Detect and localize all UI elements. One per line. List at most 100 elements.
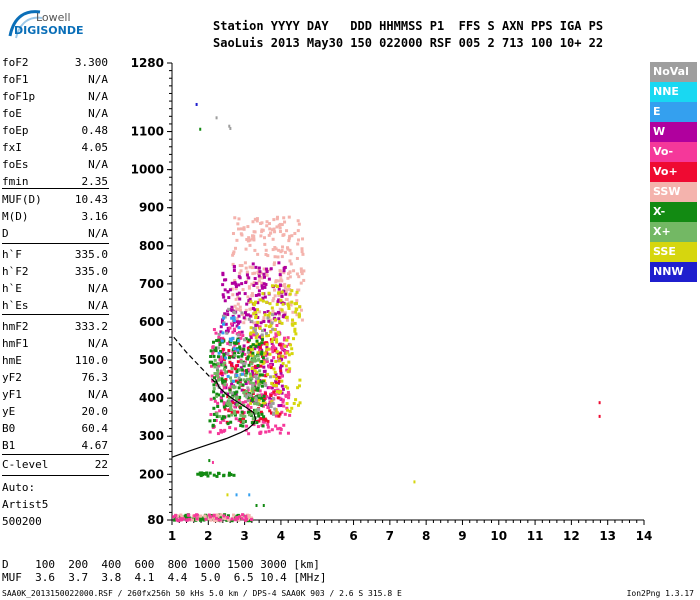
echo-point [270,306,274,310]
echo-point [220,320,224,324]
echo-point [247,363,251,367]
echo-point [191,516,195,520]
echo-point [235,324,239,328]
param-row: hmE 110.0 [2,354,108,370]
echo-point [234,287,238,291]
echo-point [253,321,257,325]
echo-point [262,417,266,421]
echo-point [211,345,215,349]
echo-point [296,229,300,233]
echo-point [246,386,250,390]
echo-point [274,382,278,386]
echo-point [243,419,247,423]
echo-point [202,518,206,522]
echo-point [238,345,242,349]
echo-point [282,404,286,408]
echo-point [280,223,284,227]
legend-item-nne: NNE [650,82,697,102]
echo-point [273,346,277,350]
echo-point [208,430,212,434]
echo-point [239,366,243,370]
echo-point [234,427,238,431]
echo-point [283,285,287,289]
echo-point [217,518,221,522]
echo-point [223,407,227,411]
y-tick-label: 1000 [131,163,164,177]
echo-point [232,316,236,320]
echo-point [212,362,216,366]
echo-point [213,399,217,403]
echo-point [209,364,213,368]
echo-point [265,357,269,361]
echo-point [223,315,227,319]
echo-point [598,401,601,405]
echo-point [254,380,258,384]
echo-point [271,299,275,303]
echo-point [295,256,299,260]
echo-point [222,352,226,356]
electron-density-profile [171,378,257,458]
legend-item-sse: SSE [650,242,697,262]
echo-point [233,352,237,356]
echo-point [283,351,287,355]
param-name: h`F2 [2,265,29,278]
echo-point [277,414,281,418]
echo-point [246,404,250,408]
echo-point [226,392,230,396]
echo-point [267,319,271,323]
echo-point [246,513,250,517]
echo-point [207,517,211,521]
echo-point [294,310,298,314]
echo-point [233,518,237,522]
echo-point [246,388,250,392]
echo-point [267,233,271,237]
echo-point [232,327,236,331]
echo-point [302,278,306,282]
echo-point [212,387,216,391]
x-tick-label: 12 [563,529,580,543]
echo-point [245,517,249,521]
echo-point [242,419,246,423]
echo-point [271,237,275,241]
echo-point [297,315,301,319]
echo-point [239,358,243,362]
echo-point [277,404,281,408]
echo-point [235,403,239,407]
echo-point [210,374,214,378]
echo-point [278,313,282,317]
echo-point [234,341,238,345]
echo-point [226,493,229,497]
param-name: foE [2,107,22,120]
echo-point [267,222,271,226]
echo-point [213,358,217,362]
topside-profile [173,336,217,384]
echo-point [242,321,246,325]
echo-point [254,314,258,318]
legend-item-x-plus: X+ [650,222,697,242]
echo-point [263,313,267,317]
echo-point [231,262,235,266]
echo-point [231,253,235,257]
echo-point [246,393,250,397]
echo-point [262,320,266,324]
echo-point [274,424,278,428]
echo-point [250,319,254,323]
echo-point [244,266,248,270]
echo-point [240,330,244,334]
echo-point [237,283,241,287]
echo-point [292,337,296,341]
echo-point [219,349,223,353]
echo-point [282,216,286,220]
echo-point [277,375,281,379]
echo-point [245,424,249,428]
legend-item-e: E [650,102,697,122]
echo-point [280,357,284,361]
echo-point [233,405,237,409]
echo-point [237,350,241,354]
echo-point [233,367,237,371]
echo-point [252,283,256,287]
echo-point [237,515,241,519]
echo-point [278,283,282,287]
echo-point [230,517,234,521]
echo-point [232,264,236,268]
